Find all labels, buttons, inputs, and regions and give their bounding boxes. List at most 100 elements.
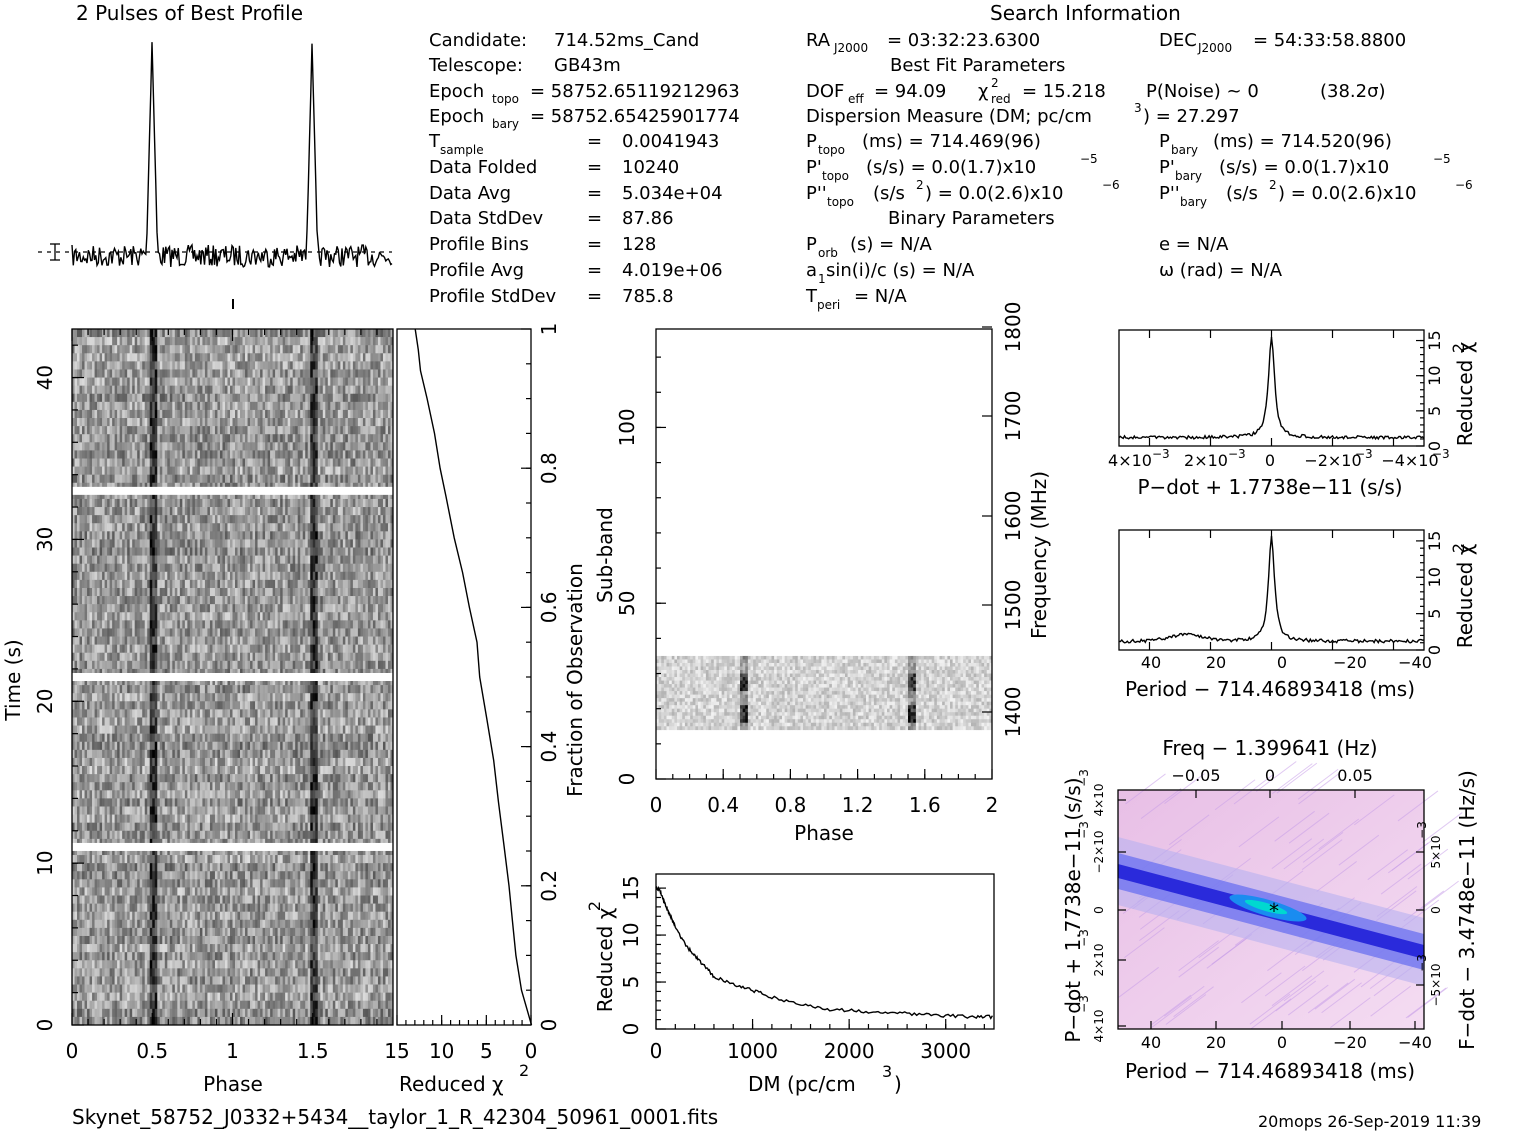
time-phase-cell [167, 620, 171, 629]
time-phase-cell [159, 426, 163, 435]
time-phase-cell [107, 531, 110, 540]
time-phase-cell [355, 458, 359, 467]
time-phase-cell [187, 329, 191, 338]
time-phase-cell [342, 418, 346, 427]
time-phase-cell [380, 401, 384, 411]
time-phase-cell [305, 507, 309, 516]
time-phase-cell [114, 628, 118, 637]
time-phase-cell [390, 450, 394, 459]
time-phase-cell [212, 361, 216, 370]
time-phase-cell [317, 466, 321, 475]
time-phase-cell [270, 620, 273, 629]
time-phase-cell [92, 596, 95, 605]
time-phase-cell [132, 547, 135, 556]
time-phase-cell [310, 579, 314, 589]
time-phase-cell [174, 587, 178, 597]
time-phase-cell [197, 434, 201, 443]
time-phase-cell [320, 418, 324, 427]
time-phase-cell [149, 401, 153, 411]
chi-sub: red [991, 92, 1011, 106]
time-phase-cell [350, 385, 354, 395]
time-phase-cell [227, 620, 231, 629]
time-phase-cell [352, 571, 356, 581]
time-phase-cell [194, 442, 198, 451]
time-phase-cell [377, 515, 381, 524]
time-phase-cell [327, 628, 331, 637]
time-phase-cell [152, 490, 156, 500]
time-phase-cell [332, 531, 336, 540]
time-phase-cell [335, 345, 339, 354]
profile-avg-eq: = [587, 260, 602, 281]
time-phase-cell [124, 490, 128, 500]
time-phase-cell [377, 353, 381, 362]
time-phase-cell [290, 345, 293, 354]
time-phase-cell [229, 498, 233, 508]
time-phase-cell [154, 587, 158, 597]
time-phase-cell [382, 458, 386, 467]
time-phase-cell [202, 523, 206, 532]
time-phase-cell [370, 337, 374, 346]
time-phase-cell [277, 418, 281, 427]
time-phase-cell [159, 442, 163, 451]
time-phase-cell [305, 426, 309, 435]
time-phase-cell [82, 579, 85, 589]
time-phase-cell [375, 369, 379, 378]
time-phase-cell [134, 401, 138, 411]
time-phase-cell [127, 361, 130, 370]
time-phase-cell [247, 628, 251, 637]
time-phase-cell [199, 409, 203, 419]
time-phase-cell [129, 498, 133, 508]
time-phase-cell [224, 361, 228, 370]
time-phase-cell [107, 523, 110, 532]
time-phase-cell [385, 587, 389, 597]
time-phase-cell [104, 345, 108, 354]
time-phase-cell [107, 563, 110, 573]
time-phase-cell [92, 377, 95, 386]
time-phase-cell [172, 604, 176, 613]
time-phase-cell [184, 337, 188, 346]
time-phase-cell [84, 377, 88, 386]
time-phase-cell [247, 531, 251, 540]
time-phase-cell [227, 628, 231, 637]
time-phase-cell [375, 401, 379, 411]
time-phase-cell [270, 531, 273, 540]
time-phase-cell [187, 458, 191, 467]
time-phase-cell [265, 329, 268, 338]
time-phase-cell [199, 401, 203, 411]
time-phase-cell [367, 523, 371, 532]
time-phase-cell [229, 385, 233, 395]
time-phase-cell [350, 401, 354, 411]
time-phase-cell [365, 450, 369, 459]
time-phase-cell [139, 409, 143, 419]
time-phase-cell [382, 498, 386, 508]
time-phase-cell [362, 523, 366, 532]
time-phase-cell [315, 571, 319, 581]
time-phase-cell [375, 458, 379, 467]
time-phase-cell [157, 539, 161, 548]
time-phase-cell [327, 393, 331, 403]
time-phase-cell [197, 377, 201, 386]
time-phase-cell [217, 612, 221, 621]
time-phase-cell [272, 579, 276, 589]
time-phase-cell [332, 409, 336, 419]
time-phase-cell [280, 409, 283, 419]
time-phase-cell [104, 490, 108, 500]
time-phase-cell [385, 490, 389, 500]
time-phase-cell [282, 612, 286, 621]
time-phase-cell [97, 418, 100, 427]
time-phase-cell [132, 345, 135, 354]
time-phase-cell [162, 369, 166, 378]
time-phase-cell [287, 596, 291, 605]
time-phase-cell [342, 409, 346, 419]
time-phase-cell [104, 498, 108, 508]
time-phase-cell [194, 466, 198, 475]
time-phase-cell [182, 555, 186, 564]
time-phase-cell [310, 345, 314, 354]
time-phase-cell [335, 547, 339, 556]
tsample-label: T [428, 131, 441, 152]
time-phase-cell [325, 490, 329, 500]
time-phase-cell [280, 507, 283, 516]
time-phase-cell [262, 353, 266, 362]
time-phase-cell [247, 547, 251, 556]
time-phase-cell [132, 353, 135, 362]
